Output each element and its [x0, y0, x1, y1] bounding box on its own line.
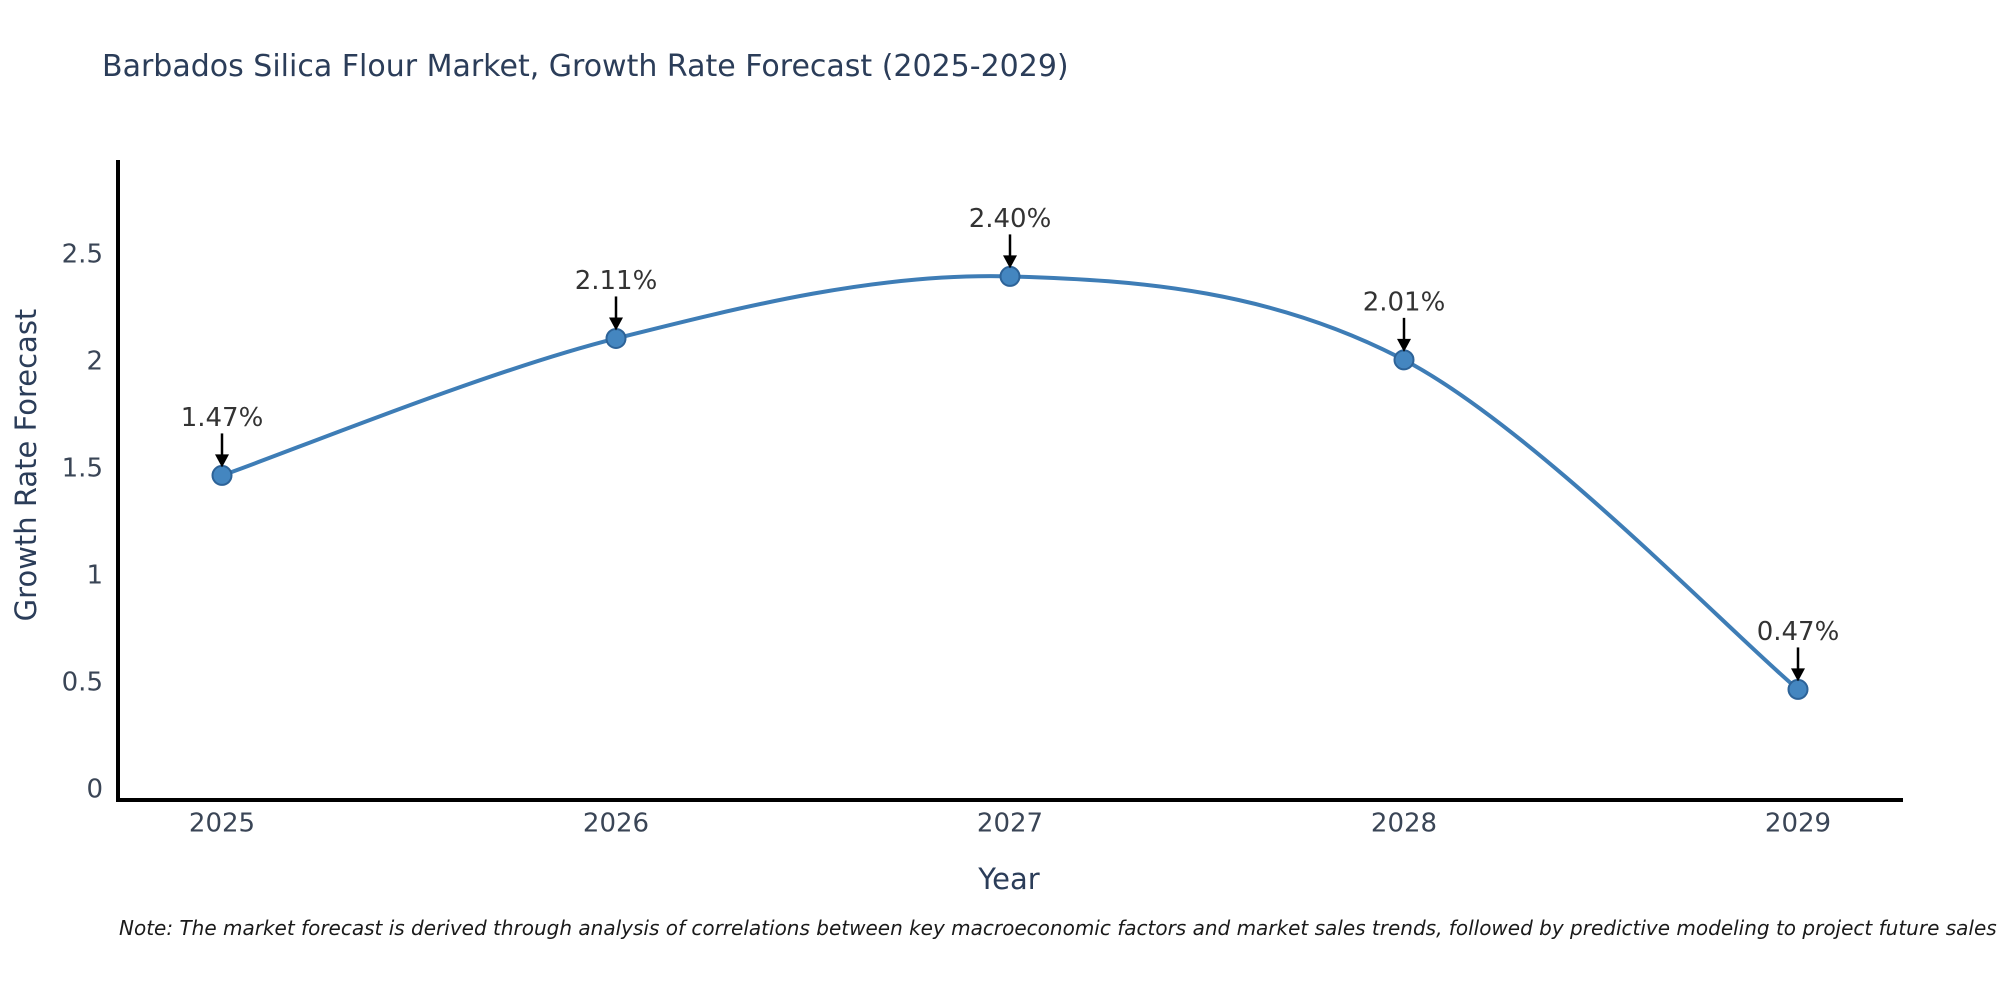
y-tick-label: 2.5: [62, 240, 103, 270]
annotation-arrow-head: [1397, 338, 1411, 352]
data-point-marker: [1393, 349, 1415, 371]
y-tick-label: 1.5: [62, 454, 103, 484]
y-tick-label: 2: [86, 347, 103, 377]
annotation-arrow-head: [609, 317, 623, 331]
data-point-label: 0.47%: [1757, 617, 1840, 647]
annotation-arrow-head: [1003, 255, 1017, 269]
data-point-marker: [999, 265, 1021, 287]
data-point-label: 2.40%: [969, 204, 1052, 234]
data-point-marker: [211, 464, 233, 486]
annotation-arrow-head: [215, 454, 229, 468]
y-axis-ticks: 0 0.5 1 1.5 2 2.5: [62, 240, 103, 805]
data-point-marker: [1787, 678, 1809, 700]
data-point-marker: [605, 327, 627, 349]
y-tick-label: 0.5: [62, 668, 103, 698]
trend-line: [220, 274, 1800, 692]
y-tick-label: 1: [86, 561, 103, 591]
x-tick-label: 2027: [977, 809, 1043, 839]
data-point-label: 2.01%: [1363, 287, 1446, 317]
x-tick-label: 2026: [583, 809, 649, 839]
x-tick-label: 2025: [189, 809, 255, 839]
x-axis-ticks: 2025 2026 2027 2028 2029: [189, 809, 1831, 839]
data-points: [211, 265, 1809, 700]
data-point-label: 2.11%: [575, 266, 658, 296]
y-tick-label: 0: [86, 775, 103, 805]
annotation-arrow-head: [1791, 668, 1805, 682]
x-axis-title: Year: [977, 862, 1039, 896]
x-tick-label: 2028: [1371, 809, 1437, 839]
x-tick-label: 2029: [1765, 809, 1831, 839]
data-point-label: 1.47%: [181, 403, 264, 433]
chart-title: Barbados Silica Flour Market, Growth Rat…: [102, 49, 1069, 84]
footnote: Note: The market forecast is derived thr…: [119, 916, 1997, 940]
annotations: 1.47% 2.11% 2.40% 2.01% 0.47%: [181, 204, 1840, 682]
y-axis-title: Growth Rate Forecast: [9, 309, 43, 622]
